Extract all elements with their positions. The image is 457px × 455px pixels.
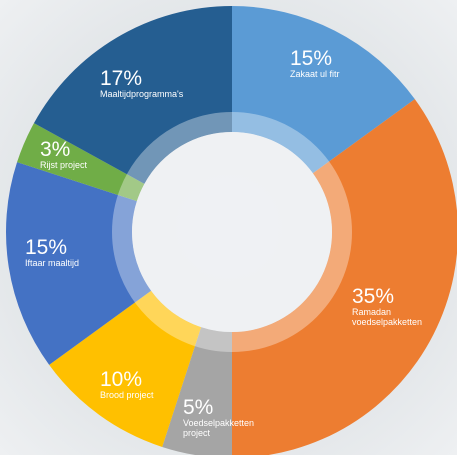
category-label: Voedselpakketten project	[183, 418, 255, 438]
donut-segment	[49, 290, 202, 447]
segment-label: 35% Ramadan voedselpakketten	[352, 285, 452, 328]
value-label: 15%	[290, 47, 333, 70]
segment-label: 17% Maaltijdprogramma's	[100, 67, 210, 100]
value-label: 3%	[40, 138, 71, 161]
value-label: 5%	[183, 396, 214, 419]
value-label: 15%	[25, 236, 68, 259]
center-hole	[132, 132, 332, 332]
value-label: 10%	[100, 368, 143, 391]
category-label: Ramadan voedselpakketten	[352, 307, 423, 327]
segment-label: 5% Voedselpakketten project	[183, 396, 273, 439]
segment-label: 15% Zakaat ul fitr	[290, 47, 400, 80]
donut-segment	[5, 162, 152, 365]
category-label: Zakaat ul fitr	[290, 69, 340, 80]
category-label: Maaltijdprogramma's	[100, 89, 184, 100]
donut-segment	[17, 123, 145, 202]
segment-label: 10% Brood project	[100, 368, 190, 401]
segment-label: 15% Iftaar maaltijd	[25, 236, 115, 269]
category-label: Iftaar maaltijd	[25, 258, 80, 269]
value-label: 17%	[100, 67, 143, 90]
donut-segment	[162, 327, 232, 455]
segment-label: 3% Rijst project	[40, 138, 120, 171]
donut-segment	[232, 99, 457, 455]
category-label: Brood project	[100, 390, 154, 401]
inner-ring	[112, 112, 352, 352]
donut-segment	[33, 6, 233, 184]
value-label: 35%	[352, 285, 395, 308]
category-label: Rijst project	[40, 160, 88, 171]
donut-segment	[232, 6, 415, 174]
